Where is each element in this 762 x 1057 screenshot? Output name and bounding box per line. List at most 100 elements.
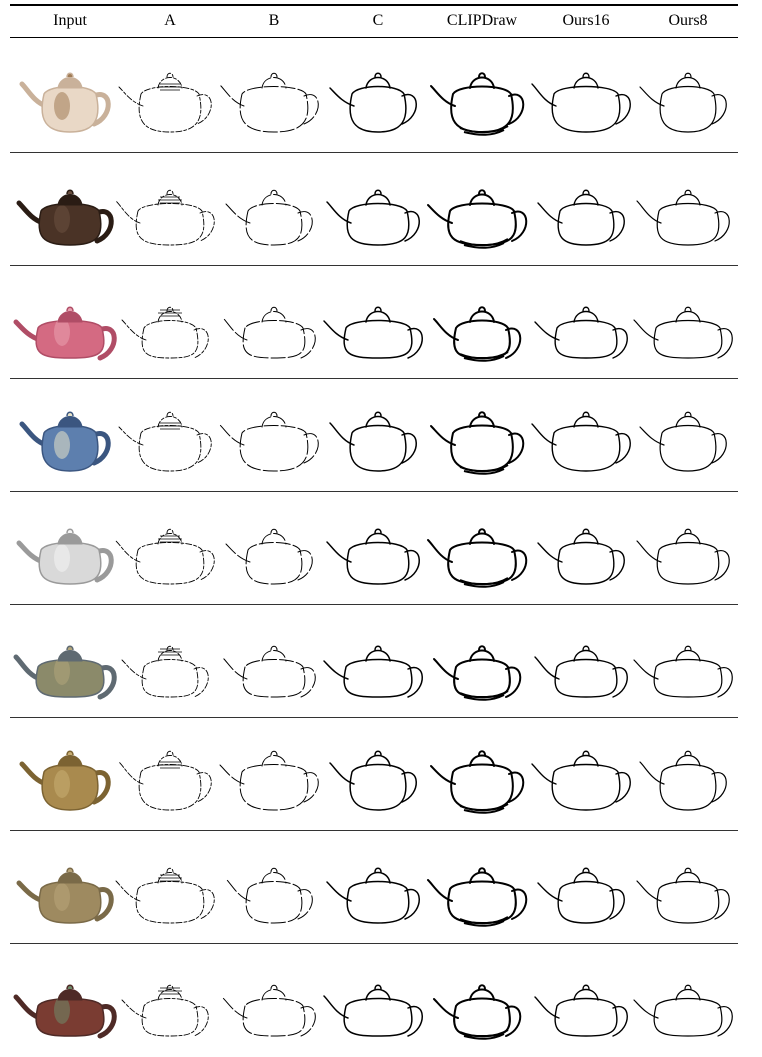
- row-separator: [10, 604, 738, 605]
- teapot-sketch-icon: [329, 750, 417, 811]
- teapot-photo-icon: [16, 189, 114, 246]
- sketch-ours16: [534, 492, 638, 605]
- teapot-sketch-icon: [537, 867, 625, 924]
- sketch-c: [326, 492, 430, 605]
- teapot-sketch-icon: [118, 411, 212, 472]
- row-separator: [10, 491, 738, 492]
- teapot-sketch-icon: [639, 411, 727, 472]
- teapot-sketch-icon: [633, 645, 733, 698]
- teapot-sketch-icon: [427, 528, 528, 588]
- teapot-photo-icon: [13, 645, 117, 700]
- teapot-sketch-icon: [430, 72, 525, 136]
- sketch-clipdraw: [430, 266, 534, 379]
- teapot-sketch-icon: [430, 411, 525, 475]
- sketch-c: [323, 266, 430, 379]
- sketch-b: [219, 379, 326, 492]
- teapot-sketch-icon: [636, 528, 730, 585]
- teapot-photo-icon: [13, 984, 117, 1039]
- column-header-clipdraw: CLIPDraw: [446, 12, 518, 29]
- input-photo: [16, 831, 122, 944]
- sketch-b: [222, 831, 326, 944]
- teapot-sketch-icon: [225, 867, 313, 924]
- column-header-input: Input: [53, 12, 87, 29]
- sketch-c: [323, 944, 430, 1057]
- teapot-sketch-icon: [219, 72, 319, 133]
- teapot-sketch-icon: [537, 189, 625, 246]
- teapot-sketch-icon: [633, 984, 733, 1037]
- teapot-photo-icon: [19, 750, 111, 811]
- teapot-sketch-icon: [633, 306, 733, 359]
- teapot-photo-icon: [13, 306, 117, 361]
- teapot-sketch-icon: [222, 984, 316, 1037]
- teapot-sketch-icon: [329, 72, 417, 133]
- input-photo: [16, 153, 122, 266]
- sketch-a: [118, 266, 222, 379]
- sketch-ours8: [633, 944, 740, 1057]
- sketch-a: [115, 492, 222, 605]
- sketch-ours16: [534, 831, 638, 944]
- input-photo: [13, 605, 122, 718]
- sketch-b: [219, 40, 326, 153]
- teapot-sketch-icon: [433, 645, 522, 701]
- teapot-sketch-icon: [433, 984, 522, 1040]
- input-photo: [18, 40, 122, 153]
- sketch-c: [326, 831, 430, 944]
- sketch-ours8: [636, 40, 740, 153]
- teapot-sketch-icon: [121, 984, 209, 1037]
- teapot-sketch-icon: [534, 306, 628, 359]
- table-row: [10, 944, 738, 1057]
- teapot-sketch-icon: [326, 867, 420, 924]
- teapot-sketch-icon: [115, 867, 215, 924]
- sketch-a: [118, 379, 222, 492]
- teapot-sketch-icon: [537, 528, 625, 585]
- sketch-c: [326, 718, 430, 831]
- sketch-a: [115, 153, 222, 266]
- teapot-sketch-icon: [121, 306, 209, 359]
- table-row: [10, 153, 738, 266]
- table-header-rule: [10, 37, 738, 38]
- sketch-b: [222, 492, 326, 605]
- column-header-ours8: Ours8: [668, 12, 708, 29]
- teapot-sketch-icon: [427, 189, 528, 249]
- sketch-ours8: [633, 605, 740, 718]
- teapot-photo-icon: [16, 867, 114, 924]
- teapot-photo-icon: [19, 411, 111, 472]
- sketch-clipdraw: [427, 831, 534, 944]
- input-photo: [16, 492, 122, 605]
- row-separator: [10, 943, 738, 944]
- table-row: [10, 718, 738, 831]
- sketch-clipdraw: [430, 718, 534, 831]
- sketch-b: [222, 266, 326, 379]
- figure: Input A B C CLIPDraw Ours16 Ours8: [10, 4, 740, 1040]
- input-photo: [18, 718, 122, 831]
- sketch-ours16: [531, 40, 638, 153]
- sketch-ours8: [636, 153, 740, 266]
- sketch-ours16: [531, 718, 638, 831]
- teapot-sketch-icon: [531, 411, 631, 472]
- row-separator: [10, 152, 738, 153]
- teapot-sketch-icon: [534, 984, 628, 1037]
- sketch-ours16: [531, 379, 638, 492]
- table-row: [10, 40, 738, 153]
- sketch-c: [326, 379, 430, 492]
- teapot-sketch-icon: [430, 750, 525, 814]
- sketch-clipdraw: [430, 40, 534, 153]
- table-top-rule: [10, 4, 738, 6]
- table-row: [10, 266, 738, 379]
- teapot-sketch-icon: [323, 984, 423, 1037]
- table-row: [10, 605, 738, 718]
- column-header-c: C: [372, 12, 384, 29]
- teapot-sketch-icon: [531, 72, 631, 133]
- sketch-b: [222, 944, 326, 1057]
- teapot-sketch-icon: [639, 72, 727, 133]
- sketch-ours16: [534, 266, 638, 379]
- teapot-sketch-icon: [326, 528, 420, 585]
- sketch-clipdraw: [430, 605, 534, 718]
- sketch-ours16: [534, 605, 638, 718]
- teapot-sketch-icon: [222, 306, 316, 359]
- row-separator: [10, 378, 738, 379]
- sketch-clipdraw: [430, 379, 534, 492]
- teapot-sketch-icon: [118, 750, 212, 811]
- sketch-ours8: [633, 266, 740, 379]
- sketch-ours8: [636, 492, 740, 605]
